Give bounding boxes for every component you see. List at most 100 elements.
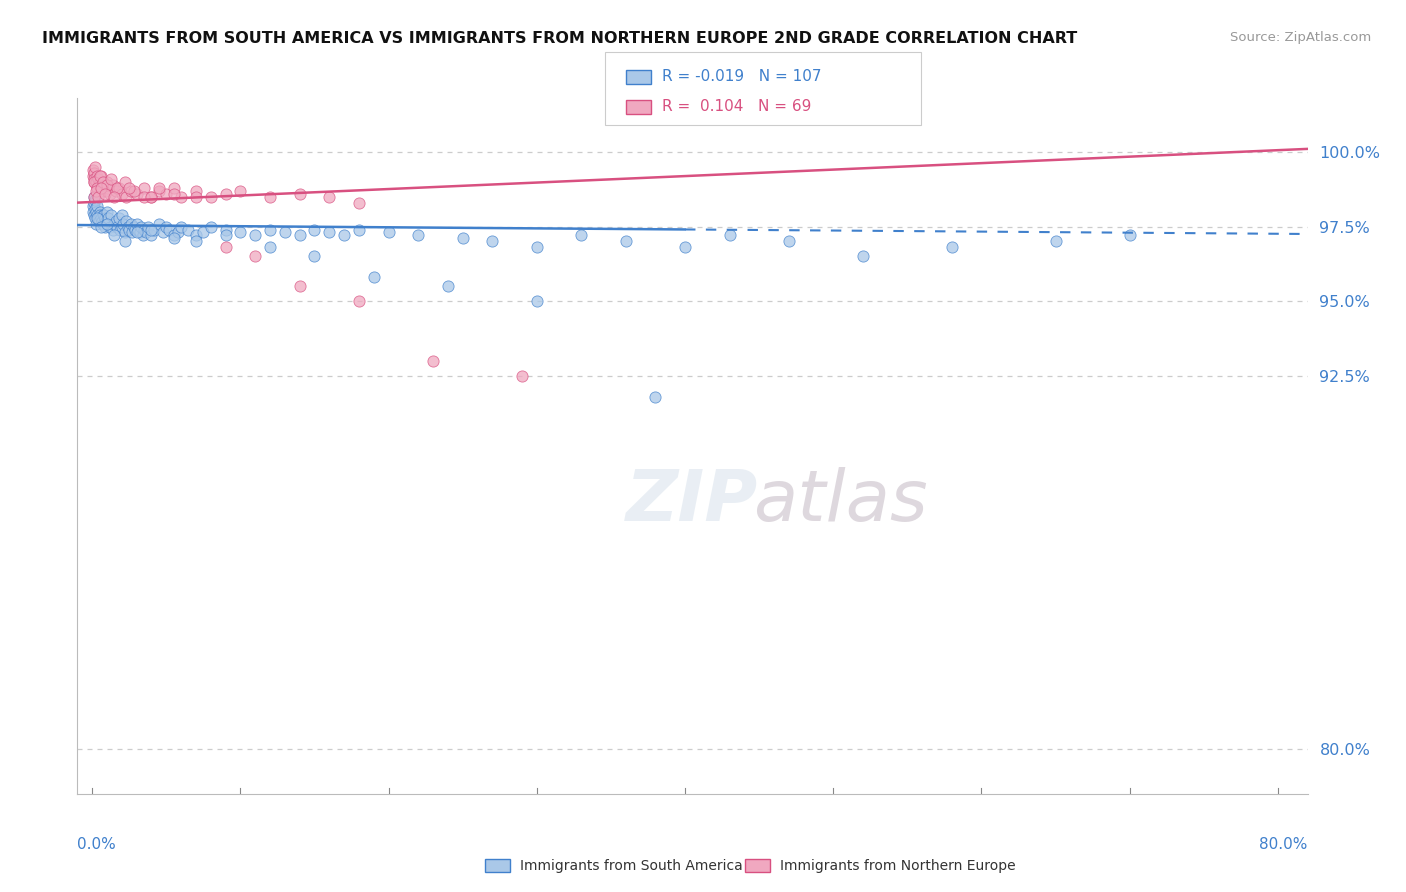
Point (569, 228, 592, 243)
Point (245, 228, 267, 243)
Point (132, 180, 155, 194)
Point (941, 240, 963, 254)
Point (526, 294, 548, 309)
Point (118, 180, 141, 194)
Point (111, 186, 134, 201)
Point (132, 222, 155, 236)
Point (170, 219, 193, 234)
Point (115, 189, 138, 203)
Text: 0.0%: 0.0% (77, 837, 117, 852)
Point (163, 228, 186, 243)
Point (148, 217, 170, 231)
Point (131, 228, 153, 243)
Text: Immigrants from South America: Immigrants from South America (520, 859, 742, 873)
Point (377, 226, 399, 240)
Point (94, 184, 117, 198)
Point (96, 178, 118, 192)
Point (91, 217, 114, 231)
Point (83, 195, 105, 210)
Point (274, 226, 297, 240)
Point (86, 199, 108, 213)
Point (90, 180, 112, 194)
Point (87, 189, 110, 203)
Point (155, 186, 177, 201)
Point (84, 175, 107, 189)
Point (91, 208, 114, 222)
Point (122, 184, 145, 198)
Point (110, 222, 132, 236)
Text: R = -0.019   N = 107: R = -0.019 N = 107 (662, 70, 821, 84)
Point (363, 270, 385, 285)
Point (86, 169, 108, 183)
Point (87, 178, 110, 192)
Text: Source: ZipAtlas.com: Source: ZipAtlas.com (1230, 31, 1371, 45)
Point (288, 279, 311, 293)
Point (101, 178, 124, 192)
Point (129, 219, 152, 234)
Point (89, 175, 111, 189)
Point (86, 180, 108, 194)
Point (138, 219, 160, 234)
Point (127, 222, 149, 236)
Point (778, 235, 800, 249)
Point (184, 184, 207, 198)
Point (98, 219, 121, 234)
Point (114, 175, 136, 189)
Point (93, 178, 115, 192)
Point (97, 180, 120, 194)
Point (318, 189, 340, 203)
Point (214, 240, 236, 254)
Point (83, 189, 105, 203)
Point (101, 222, 124, 236)
Point (214, 228, 236, 243)
Point (347, 222, 370, 236)
Point (128, 226, 150, 240)
Point (229, 226, 252, 240)
Point (141, 228, 163, 243)
Point (200, 219, 222, 234)
Point (644, 390, 666, 404)
Point (437, 279, 460, 293)
Text: ZIP: ZIP (626, 467, 759, 536)
Point (288, 186, 311, 201)
Point (673, 240, 696, 254)
Point (94, 186, 117, 201)
Point (245, 249, 267, 263)
Point (163, 231, 186, 245)
Point (111, 208, 134, 222)
Point (83, 208, 105, 222)
Point (184, 189, 207, 203)
Point (86, 211, 108, 225)
Point (148, 180, 170, 194)
Point (97, 211, 120, 225)
Point (125, 226, 148, 240)
Point (94, 219, 117, 234)
Text: R =  0.104   N = 69: R = 0.104 N = 69 (662, 99, 811, 114)
Point (141, 222, 163, 236)
Point (148, 184, 170, 198)
Point (114, 226, 136, 240)
Point (193, 226, 215, 240)
Point (86, 180, 108, 194)
Point (1118, 228, 1140, 243)
Point (86, 208, 108, 222)
Point (103, 189, 125, 203)
Point (103, 217, 125, 231)
Point (157, 222, 180, 236)
Point (510, 368, 533, 383)
Point (114, 235, 136, 249)
Point (115, 213, 138, 227)
Point (304, 222, 326, 236)
Point (96, 217, 118, 231)
Point (184, 235, 207, 249)
Point (82, 169, 104, 183)
Point (90, 184, 112, 198)
Point (125, 217, 148, 231)
Point (422, 354, 444, 368)
Point (718, 228, 741, 243)
Point (118, 222, 141, 236)
Point (83, 171, 105, 186)
Point (170, 189, 193, 203)
Point (141, 189, 163, 203)
Text: 80.0%: 80.0% (1260, 837, 1308, 852)
